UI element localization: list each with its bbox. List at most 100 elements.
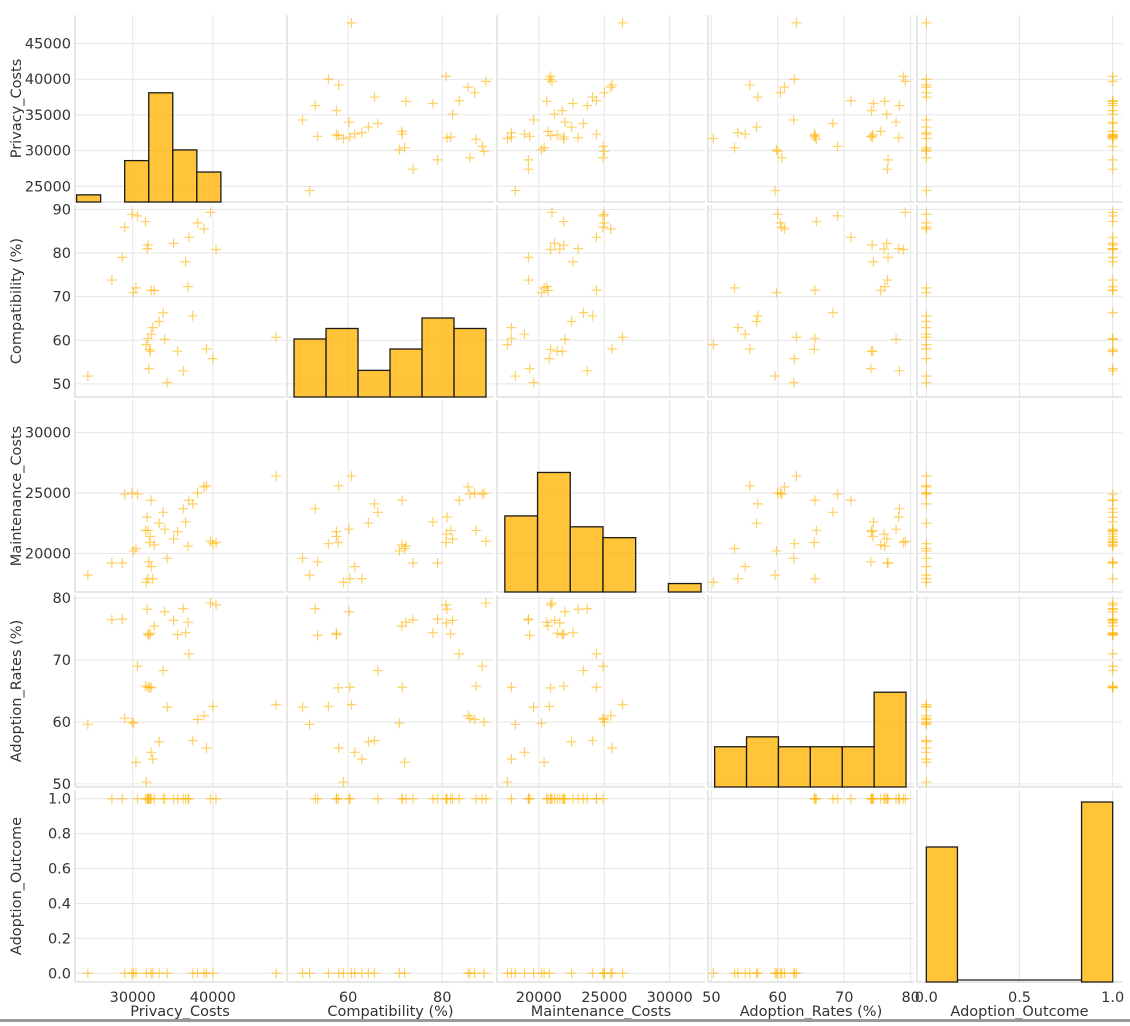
scatter-point xyxy=(867,132,878,143)
panel-2-2 xyxy=(496,400,705,593)
scatter-point xyxy=(732,573,743,584)
scatter-point xyxy=(463,710,474,721)
scatter-point xyxy=(811,525,822,536)
y-tick-label: 60 xyxy=(53,333,71,349)
scatter-point xyxy=(729,142,740,153)
scatter-point xyxy=(582,365,593,376)
scatter-point xyxy=(921,217,932,228)
scatter-point xyxy=(1107,503,1118,514)
scatter-point xyxy=(132,661,143,672)
scatter-point xyxy=(168,615,179,626)
scatter-point xyxy=(297,968,308,979)
scatter-point xyxy=(333,480,344,491)
scatter-point xyxy=(338,133,349,144)
scatter-point xyxy=(180,627,191,638)
scatter-point xyxy=(187,310,198,321)
scatter-point xyxy=(791,332,802,343)
scatter-point xyxy=(130,757,141,768)
scatter-point xyxy=(591,95,602,106)
scatter-point xyxy=(566,968,577,979)
scatter-point xyxy=(744,480,755,491)
scatter-point xyxy=(119,713,130,724)
scatter-point xyxy=(772,209,783,220)
scatter-point xyxy=(539,142,550,153)
scatter-point xyxy=(447,533,458,544)
scatter-point xyxy=(1107,648,1118,659)
scatter-point xyxy=(573,604,584,615)
scatter-point xyxy=(519,747,530,758)
scatter-point xyxy=(528,702,539,713)
scatter-point xyxy=(345,793,356,804)
panel-4-1 xyxy=(286,790,494,983)
scatter-point xyxy=(552,628,563,639)
scatter-point xyxy=(119,489,130,500)
scatter-point xyxy=(708,339,719,350)
scatter-point xyxy=(827,307,838,318)
scatter-point xyxy=(809,537,820,548)
scatter-point xyxy=(554,617,565,628)
scatter-point xyxy=(599,209,610,220)
scatter-point xyxy=(865,131,876,142)
y-tick-label: 70 xyxy=(53,290,71,306)
scatter-point xyxy=(772,146,783,157)
scatter-point xyxy=(617,968,628,979)
scatter-point xyxy=(211,244,222,255)
scatter-point xyxy=(345,573,356,584)
scatter-point xyxy=(1107,100,1118,111)
y-tick-label: 25000 xyxy=(25,179,71,195)
histogram-bar xyxy=(389,348,423,398)
scatter-point xyxy=(158,793,169,804)
y-tick-label: 90 xyxy=(53,202,71,218)
scatter-point xyxy=(775,217,786,228)
scatter-point xyxy=(788,114,799,125)
scatter-point xyxy=(454,648,465,659)
scatter-point xyxy=(605,710,616,721)
scatter-point xyxy=(1107,333,1118,344)
scatter-point xyxy=(894,793,905,804)
scatter-point xyxy=(304,185,315,196)
scatter-point xyxy=(809,573,820,584)
histogram-bar xyxy=(196,171,222,203)
panel-1-0 xyxy=(74,205,285,398)
scatter-point xyxy=(519,329,530,340)
histogram-bar xyxy=(357,369,391,398)
x-axis-label: Compatibility (%) xyxy=(327,1004,453,1020)
scatter-point xyxy=(510,185,521,196)
scatter-point xyxy=(519,129,530,140)
scatter-point xyxy=(158,507,169,518)
scatter-point xyxy=(363,518,374,529)
scatter-point xyxy=(921,127,932,138)
window-bottom-border xyxy=(0,1019,1130,1022)
scatter-point xyxy=(523,252,534,263)
scatter-point xyxy=(587,310,598,321)
scatter-point xyxy=(180,516,191,527)
histogram-bar xyxy=(453,327,487,398)
scatter-point xyxy=(312,131,323,142)
scatter-point xyxy=(394,545,405,556)
scatter-point xyxy=(523,614,534,625)
scatter-point xyxy=(128,718,139,729)
scatter-point xyxy=(432,154,443,165)
x-tick-label: 40000 xyxy=(190,990,236,1006)
scatter-point xyxy=(921,144,932,155)
scatter-point xyxy=(201,344,212,354)
scatter-point xyxy=(921,87,932,98)
scatter-point xyxy=(771,287,782,298)
scatter-point xyxy=(811,216,822,227)
scatter-point xyxy=(142,333,153,344)
panel-0-1 xyxy=(286,15,494,203)
scatter-point xyxy=(891,117,902,128)
scatter-point xyxy=(401,96,412,107)
scatter-point xyxy=(1107,216,1118,227)
scatter-point xyxy=(591,129,602,140)
scatter-point xyxy=(441,512,452,523)
scatter-point xyxy=(506,968,517,979)
scatter-point xyxy=(791,17,802,28)
scatter-point xyxy=(445,629,456,640)
y-tick-label: 0.8 xyxy=(48,827,71,843)
scatter-point xyxy=(809,333,820,344)
scatter-point xyxy=(866,105,877,116)
scatter-point xyxy=(558,132,569,143)
scatter-point xyxy=(752,498,763,509)
scatter-point xyxy=(546,598,557,609)
